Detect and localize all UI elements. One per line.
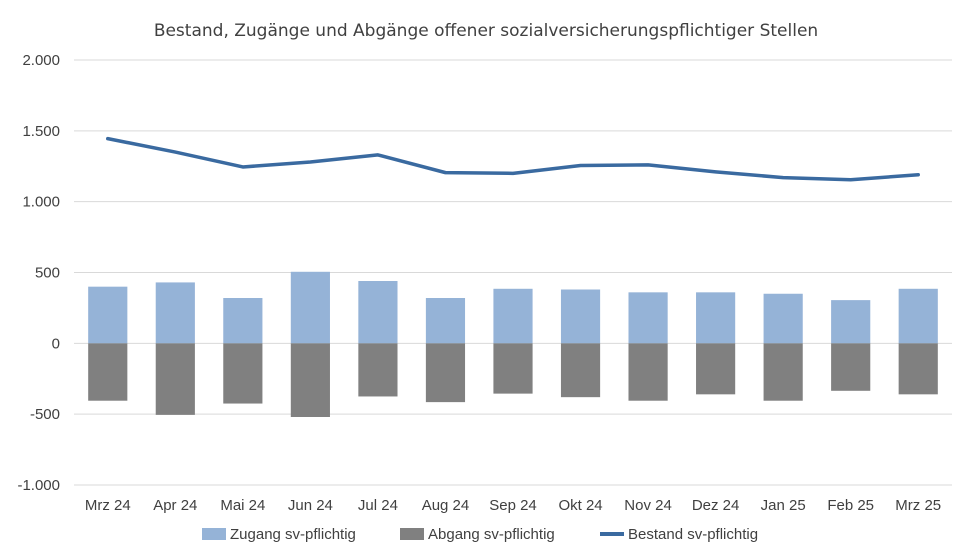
y-tick-label: 500 — [35, 265, 60, 282]
y-tick-label: 0 — [52, 335, 60, 352]
bar-zugang — [290, 271, 330, 344]
bar-zugang — [560, 289, 601, 344]
bar-zugang — [155, 282, 195, 344]
x-tick-label: Mrz 25 — [895, 497, 941, 514]
bar-abgang — [628, 343, 668, 401]
y-tick-label: 1.500 — [22, 123, 60, 140]
line-bestand — [106, 136, 920, 182]
bar-abgang — [560, 343, 601, 398]
chart-title: Bestand, Zugänge und Abgänge offener soz… — [154, 21, 818, 41]
legend-swatch — [202, 528, 226, 540]
legend-label: Bestand sv-pflichtig — [628, 526, 758, 543]
bar-abgang — [155, 343, 195, 415]
y-tick-label: -500 — [30, 406, 60, 423]
x-tick-label: Mai 24 — [220, 497, 265, 514]
x-tick-label: Apr 24 — [153, 497, 197, 514]
y-tick-label: 2.000 — [22, 52, 60, 69]
x-tick-label: Jan 25 — [761, 497, 806, 514]
legend-label: Zugang sv-pflichtig — [230, 526, 356, 543]
bar-zugang — [831, 300, 871, 344]
grid — [74, 59, 952, 486]
x-tick-label: Jun 24 — [288, 497, 333, 514]
bar-zugang — [628, 292, 668, 344]
y-axis: -1.000 -500 0 500 1.000 1.500 2.000 — [17, 52, 60, 494]
bar-abgang — [358, 343, 398, 397]
bar-abgang — [898, 343, 938, 395]
bar-zugang — [696, 292, 736, 344]
bar-zugang — [223, 298, 263, 344]
bar-abgang — [763, 343, 803, 401]
y-tick-label: 1.000 — [22, 194, 60, 211]
bar-abgang — [88, 343, 128, 401]
bar-abgang — [290, 343, 330, 417]
x-tick-label: Feb 25 — [827, 497, 874, 514]
y-tick-label: -1.000 — [17, 477, 60, 494]
x-tick-label: Okt 24 — [558, 497, 602, 514]
line-series — [106, 136, 920, 182]
x-tick-label: Aug 24 — [422, 497, 470, 514]
bar-zugang — [763, 293, 803, 344]
legend-swatch — [400, 528, 424, 540]
legend-label: Abgang sv-pflichtig — [428, 526, 555, 543]
x-axis: Mrz 24 Apr 24 Mai 24 Jun 24 Jul 24 Aug 24 Sep … — [85, 497, 941, 514]
bar-zugang — [88, 286, 128, 344]
x-tick-label: Jul 24 — [358, 497, 398, 514]
bar-zugang — [493, 288, 533, 344]
bars — [88, 271, 938, 417]
bar-abgang — [696, 343, 736, 395]
x-tick-label: Sep 24 — [489, 497, 537, 514]
bar-zugang — [358, 281, 398, 344]
x-tick-label: Nov 24 — [624, 497, 672, 514]
x-tick-label: Dez 24 — [692, 497, 740, 514]
bar-abgang — [831, 343, 871, 391]
bar-zugang — [898, 288, 938, 344]
bar-abgang — [493, 343, 533, 394]
bar-zugang — [425, 298, 466, 344]
x-tick-label: Mrz 24 — [85, 497, 131, 514]
legend: Zugang sv-pflichtig Abgang sv-pflichtig Be… — [202, 526, 758, 543]
bar-abgang — [425, 343, 466, 403]
bar-abgang — [223, 343, 263, 404]
